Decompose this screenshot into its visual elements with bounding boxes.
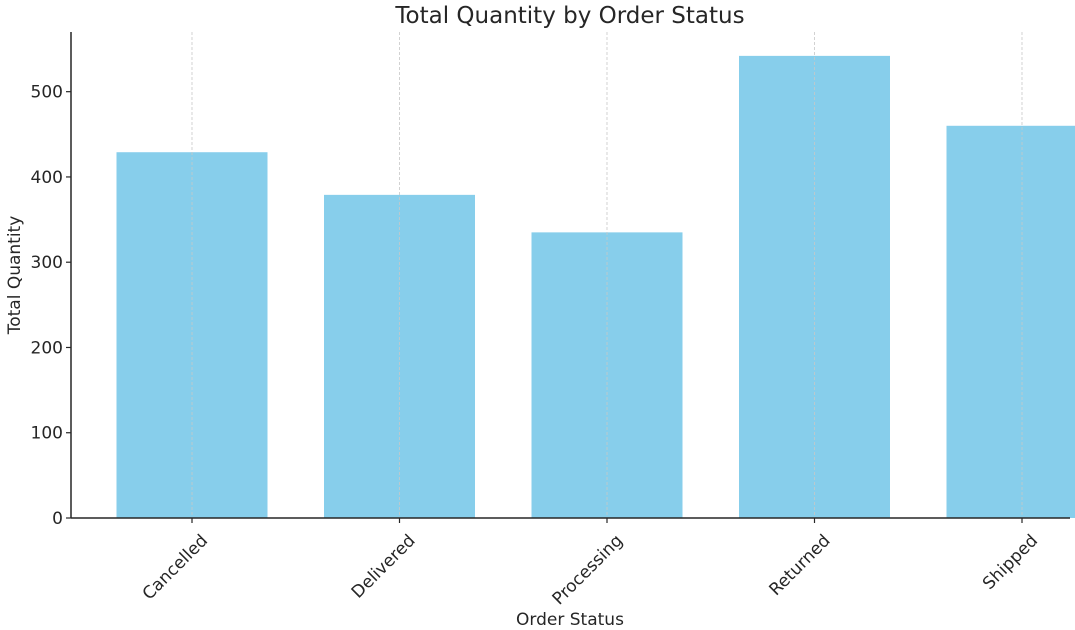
- x-tick-label: Processing: [549, 531, 627, 609]
- grid-lines: [191, 32, 1023, 518]
- chart-title: Total Quantity by Order Status: [394, 3, 744, 29]
- x-tick-label: Cancelled: [139, 531, 212, 604]
- y-tick-label: 400: [31, 168, 63, 188]
- x-tick-label: Returned: [765, 531, 834, 600]
- y-tick-label: 300: [31, 253, 63, 273]
- x-tick-label: Shipped: [979, 531, 1042, 594]
- bars: [116, 55, 1075, 519]
- y-tick-label: 100: [31, 424, 63, 444]
- y-tick-label: 200: [31, 338, 63, 358]
- y-tick-label: 500: [31, 83, 63, 103]
- x-tick-label: Delivered: [348, 531, 420, 603]
- y-axis-ticks: 0 100 200 300 400 500: [31, 83, 71, 529]
- y-tick-label: 0: [52, 509, 63, 529]
- bar-processing: [531, 232, 683, 519]
- x-axis-ticks: Cancelled Delivered Processing Returned Ship…: [139, 518, 1042, 609]
- x-axis-label: Order Status: [516, 610, 624, 630]
- bar-shipped: [946, 125, 1075, 518]
- y-axis-label: Total Quantity: [5, 216, 25, 336]
